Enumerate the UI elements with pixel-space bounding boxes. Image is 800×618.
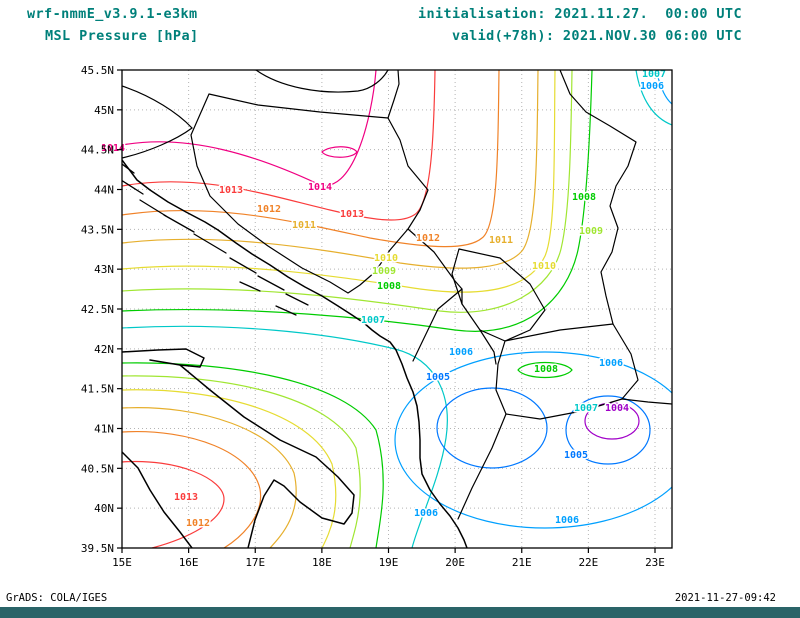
svg-text:1007: 1007 <box>361 315 385 326</box>
svg-text:44N: 44N <box>94 184 114 197</box>
axis-ticks <box>117 69 656 553</box>
svg-text:40N: 40N <box>94 502 114 515</box>
svg-text:20E: 20E <box>445 556 465 569</box>
svg-text:1012: 1012 <box>257 204 281 215</box>
svg-text:19E: 19E <box>379 556 399 569</box>
adriatic-coastline <box>122 159 468 548</box>
field-title: MSL Pressure [hPa] <box>45 28 199 44</box>
geography <box>122 70 672 548</box>
dalmatian-islands <box>122 163 309 316</box>
svg-text:1005: 1005 <box>426 372 450 383</box>
svg-text:45N: 45N <box>94 104 114 117</box>
svg-text:40.5N: 40.5N <box>81 462 114 475</box>
svg-text:1013: 1013 <box>340 209 364 220</box>
svg-text:43.5N: 43.5N <box>81 223 114 236</box>
bottom-bar <box>0 607 800 618</box>
svg-text:1010: 1010 <box>532 261 556 272</box>
svg-text:1007: 1007 <box>574 403 598 414</box>
svg-text:18E: 18E <box>312 556 332 569</box>
svg-text:1009: 1009 <box>579 226 603 237</box>
svg-text:1011: 1011 <box>292 220 316 231</box>
creation-timestamp: 2021-11-27-09:42 <box>674 592 776 604</box>
svg-text:23E: 23E <box>645 556 665 569</box>
svg-text:1009: 1009 <box>372 266 396 277</box>
svg-text:44.5N: 44.5N <box>81 144 114 157</box>
svg-text:1008: 1008 <box>377 281 401 292</box>
svg-text:1013: 1013 <box>219 185 243 196</box>
svg-text:15E: 15E <box>112 556 132 569</box>
svg-text:1013: 1013 <box>174 492 198 503</box>
svg-text:22E: 22E <box>578 556 598 569</box>
country-borders <box>122 70 672 520</box>
svg-text:42.5N: 42.5N <box>81 303 114 316</box>
initialisation-time: initialisation: 2021.11.27. 00:00 UTC <box>417 6 742 22</box>
model-title: wrf-nmmE_v3.9.1-e3km <box>27 6 198 22</box>
svg-text:1006: 1006 <box>599 358 623 369</box>
svg-text:1010: 1010 <box>374 253 398 264</box>
svg-text:1005: 1005 <box>564 450 588 461</box>
svg-text:43N: 43N <box>94 263 114 276</box>
svg-text:45.5N: 45.5N <box>81 64 114 77</box>
svg-text:16E: 16E <box>179 556 199 569</box>
svg-text:17E: 17E <box>245 556 265 569</box>
svg-text:1006: 1006 <box>414 508 438 519</box>
contour-labels: 1004100510051006100610061006100610071007… <box>99 68 667 531</box>
svg-text:1004: 1004 <box>605 403 629 414</box>
grads-credit: GrADS: COLA/IGES <box>6 592 108 604</box>
svg-text:1011: 1011 <box>489 235 513 246</box>
svg-text:1006: 1006 <box>449 347 473 358</box>
svg-text:41.5N: 41.5N <box>81 383 114 396</box>
svg-text:1014: 1014 <box>101 143 125 154</box>
svg-text:1008: 1008 <box>572 192 596 203</box>
svg-text:1014: 1014 <box>308 182 332 193</box>
italy-coastline <box>122 348 355 548</box>
axis-labels: 15E 16E 17E 18E 19E 20E 21E 22E 23E 45.5N 45N 44.5N… <box>81 64 665 569</box>
valid-time: valid(+78h): 2021.NOV.30 06:00 UTC <box>452 28 742 44</box>
svg-text:1006: 1006 <box>640 81 664 92</box>
isobar-contours <box>122 70 672 548</box>
svg-text:42N: 42N <box>94 343 114 356</box>
svg-text:39.5N: 39.5N <box>81 542 114 555</box>
svg-text:1012: 1012 <box>416 233 440 244</box>
svg-text:1007: 1007 <box>642 69 666 80</box>
svg-text:1006: 1006 <box>555 515 579 526</box>
svg-text:41N: 41N <box>94 423 114 436</box>
svg-text:21E: 21E <box>512 556 532 569</box>
svg-text:1012: 1012 <box>186 518 210 529</box>
svg-text:1008: 1008 <box>534 364 558 375</box>
